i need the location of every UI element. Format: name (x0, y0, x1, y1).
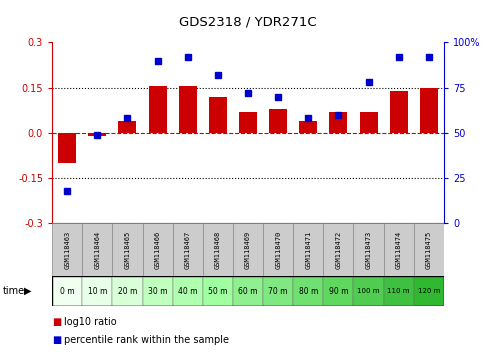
Bar (82, 223, 113, 276)
Text: percentile rank within the sample: percentile rank within the sample (64, 335, 230, 345)
Bar (88, 133, 106, 136)
Text: GDS2318 / YDR271C: GDS2318 / YDR271C (179, 16, 317, 29)
Text: GSM118475: GSM118475 (426, 230, 432, 269)
Bar (113, 276, 142, 306)
Bar (173, 276, 203, 306)
Bar (82, 276, 113, 306)
Text: GSM118464: GSM118464 (94, 230, 100, 269)
Bar (233, 276, 263, 306)
Text: GSM118472: GSM118472 (335, 230, 341, 269)
Bar (113, 223, 142, 276)
Text: time: time (2, 286, 25, 296)
Bar (203, 276, 233, 306)
Text: 70 m: 70 m (268, 287, 288, 296)
Text: ■: ■ (52, 317, 62, 327)
Text: GSM118471: GSM118471 (305, 230, 311, 269)
Text: GSM118468: GSM118468 (215, 230, 221, 269)
Bar (390, 91, 408, 133)
Bar (209, 97, 227, 133)
Bar (354, 223, 383, 276)
Text: log10 ratio: log10 ratio (64, 317, 117, 327)
Bar (323, 276, 354, 306)
Text: 80 m: 80 m (299, 287, 318, 296)
Text: GSM118469: GSM118469 (245, 230, 251, 269)
Bar (52, 223, 82, 276)
Text: 100 m: 100 m (357, 288, 380, 294)
Bar (119, 121, 136, 133)
Text: 0 m: 0 m (60, 287, 74, 296)
Bar (354, 276, 383, 306)
Bar (142, 276, 173, 306)
Text: 30 m: 30 m (148, 287, 167, 296)
Text: 10 m: 10 m (88, 287, 107, 296)
Bar (233, 223, 263, 276)
Text: ■: ■ (52, 335, 62, 345)
Bar (299, 121, 317, 133)
Bar (414, 223, 444, 276)
Bar (329, 112, 348, 133)
Text: GSM118467: GSM118467 (185, 230, 191, 269)
Bar (203, 223, 233, 276)
Text: GSM118470: GSM118470 (275, 230, 281, 269)
Text: GSM118473: GSM118473 (366, 230, 372, 269)
Bar (173, 223, 203, 276)
Text: 90 m: 90 m (329, 287, 348, 296)
Text: GSM118465: GSM118465 (124, 230, 130, 269)
Text: ▶: ▶ (24, 286, 31, 296)
Bar (414, 276, 444, 306)
Bar (263, 276, 293, 306)
Bar (420, 88, 438, 133)
Bar (142, 223, 173, 276)
Bar (263, 223, 293, 276)
Bar (269, 109, 287, 133)
Bar (383, 276, 414, 306)
Bar (383, 223, 414, 276)
Bar (239, 112, 257, 133)
Text: 120 m: 120 m (418, 288, 440, 294)
Bar (179, 86, 197, 133)
Text: 20 m: 20 m (118, 287, 137, 296)
Text: GSM118474: GSM118474 (396, 230, 402, 269)
Bar (293, 276, 323, 306)
Text: GSM118463: GSM118463 (64, 230, 70, 269)
Text: GSM118466: GSM118466 (155, 230, 161, 269)
Bar (293, 223, 323, 276)
Bar (323, 223, 354, 276)
Bar (360, 112, 377, 133)
Bar (52, 276, 82, 306)
Bar (58, 133, 76, 163)
Text: 110 m: 110 m (387, 288, 410, 294)
Text: 60 m: 60 m (238, 287, 258, 296)
Text: 50 m: 50 m (208, 287, 228, 296)
Bar (148, 86, 167, 133)
Text: 40 m: 40 m (178, 287, 197, 296)
